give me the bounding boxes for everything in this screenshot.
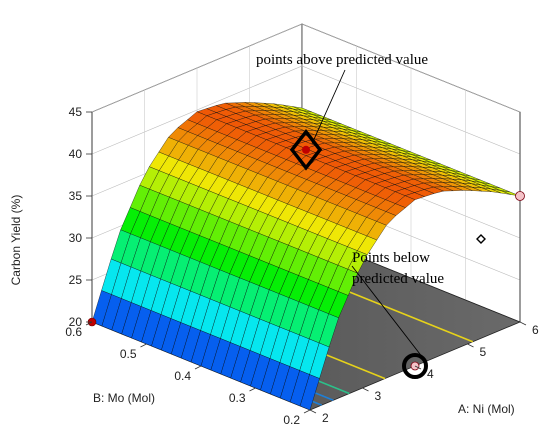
x-tick-mark [467, 343, 474, 348]
y-tick-label: 0.5 [120, 347, 137, 361]
point-marker-below [402, 353, 428, 379]
response-surface [91, 102, 521, 411]
y-tick-mark [194, 365, 202, 370]
y-tick-label: 0.4 [174, 369, 191, 383]
z-tick-label: 40 [69, 147, 83, 161]
wall-gridline [91, 23, 521, 113]
y-tick-mark [249, 387, 256, 392]
x-tick-mark [309, 409, 317, 414]
wall-gridline [91, 65, 521, 155]
arrow-above [311, 69, 346, 144]
x-tick-label: 5 [480, 345, 487, 359]
x-tick-label: 4 [427, 367, 434, 381]
z-tick-label: 25 [69, 273, 83, 287]
y-tick-mark [303, 409, 311, 414]
x-tick-mark [519, 321, 527, 326]
z-axis-label: Carbon Yield (%) [9, 195, 23, 286]
annotation-below-2: predicted value [352, 271, 444, 287]
design-point [302, 145, 310, 154]
z-tick-label: 45 [69, 105, 83, 119]
z-tick-label: 35 [69, 189, 83, 203]
x-axis-label: A: Ni (Mol) [458, 402, 515, 416]
y-tick-label: 0.6 [65, 325, 82, 339]
y-tick-mark [140, 343, 147, 348]
point-marker-above [289, 128, 323, 171]
annotation-above: points above predicted value [256, 52, 428, 68]
x-tick-label: 6 [532, 323, 539, 337]
design-point [515, 191, 525, 201]
annotation-arrows [311, 69, 424, 359]
x-tick-mark [362, 387, 369, 392]
x-tick-mark [414, 365, 422, 370]
hidden-point-marker [476, 234, 486, 244]
y-tick-label: 0.3 [229, 391, 246, 405]
z-tick-label: 30 [69, 231, 83, 245]
surface-cell [299, 374, 320, 411]
design-points [87, 128, 525, 379]
x-tick-label: 2 [322, 411, 329, 425]
x-tick-label: 3 [375, 389, 382, 403]
z-tick-label: 20 [69, 315, 83, 329]
arrow-below [351, 265, 424, 359]
y-tick-mark [85, 321, 93, 326]
annotation-below-1: Points below [352, 250, 430, 266]
y-axis-label: B: Mo (Mol) [93, 391, 155, 405]
y-tick-label: 0.2 [283, 413, 300, 427]
